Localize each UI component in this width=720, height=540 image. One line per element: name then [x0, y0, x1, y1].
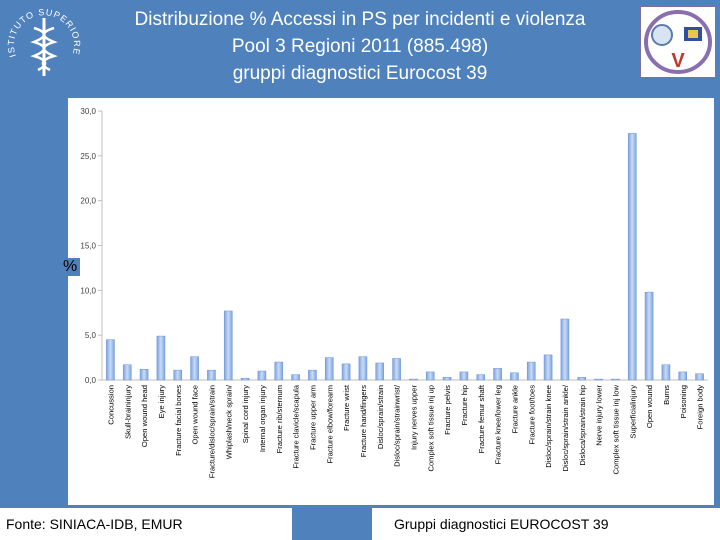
iss-logo: ISTITUTO SUPERIORE DI SANITÀ	[4, 4, 81, 76]
category-label: Fracture elbow/forearm	[325, 385, 334, 464]
category-label: Injury nerves upper	[409, 385, 418, 450]
category-label: Fracture hand/fingers	[359, 385, 368, 457]
category-label: Fracture pelvis	[443, 385, 452, 435]
y-tick-label: 5,0	[85, 331, 97, 340]
slide-title: Distribuzione % Accessi in PS per incide…	[90, 6, 630, 87]
bar	[425, 371, 435, 381]
category-label: Disloca/sprain/strain hip	[578, 385, 587, 466]
bar	[240, 377, 250, 381]
bar	[324, 357, 334, 381]
bar	[308, 369, 317, 381]
title-line-2: Pool 3 Regioni 2011 (885.498)	[231, 36, 489, 57]
bar	[611, 378, 620, 381]
bar	[459, 371, 469, 381]
bar	[476, 374, 486, 381]
bar	[190, 356, 199, 381]
bar	[156, 335, 166, 381]
bar	[409, 378, 418, 381]
source-text: Fonte: SINIACA-IDB, EMUR	[6, 516, 183, 532]
bar	[291, 374, 300, 381]
category-label: Open wound head	[140, 385, 149, 447]
category-label: Superficialinjury	[628, 385, 637, 439]
y-axis-label: %	[60, 258, 81, 276]
category-label: Concussion	[106, 385, 115, 425]
bar	[207, 369, 216, 381]
category-label: Disloc/sprain/strain knee	[544, 385, 553, 468]
bar	[341, 363, 351, 381]
y-tick-label: 0,0	[85, 376, 97, 385]
bar	[644, 291, 654, 381]
y-tick-label: 10,0	[80, 286, 96, 295]
category-label: Open wound face	[191, 385, 200, 445]
bar	[173, 369, 183, 381]
category-label: Burns	[662, 385, 671, 405]
bar	[274, 361, 284, 381]
bar-chart: 0,0 5,0 10,0 15,0 20,0 25,0 30,0 Concussion Skul…	[80, 107, 708, 478]
category-label: Fracture foot/toes	[527, 385, 536, 445]
category-label: Fracture rib/sternum	[275, 385, 284, 453]
category-label: Whiplash/neck sprain/	[224, 384, 233, 459]
y-tick-label: 15,0	[80, 242, 96, 251]
category-label: Complex soft tissue inj low	[611, 384, 620, 474]
bar	[678, 371, 688, 381]
category-label: Skull-braininjury	[123, 385, 132, 439]
bar	[526, 361, 536, 381]
category-label: Fracture knee/lower leg	[494, 385, 503, 464]
category-label: Complex soft tissue inj up	[426, 385, 435, 472]
category-label: Fracture wrist	[342, 384, 351, 431]
category-label: Eye injury	[157, 385, 166, 419]
bar	[375, 362, 385, 381]
category-label: Fracture hip	[460, 385, 469, 426]
category-label: Internal organ injury	[258, 385, 267, 452]
bar	[122, 364, 132, 381]
category-label: Fracture ankle	[510, 385, 519, 434]
category-label: Disloc/sprain/strain	[376, 385, 385, 449]
category-label: Disloc/sprain/strainwrist/	[393, 384, 402, 467]
bar	[510, 372, 519, 381]
y-tick-label: 20,0	[80, 197, 96, 206]
category-label: Foreign body	[696, 385, 705, 430]
bar	[392, 358, 401, 381]
partner-logo-mark: V	[671, 50, 685, 72]
footer-source: Fonte: SINIACA-IDB, EMUR	[0, 508, 292, 540]
title-line-1: Distribuzione % Accessi in PS per incide…	[134, 9, 586, 30]
chart-panel: 0,0 5,0 10,0 15,0 20,0 25,0 30,0 Concussion Skul…	[68, 98, 714, 505]
category-label: Fracture facial bones	[174, 385, 183, 456]
bar	[257, 370, 267, 381]
category-label: Disloc/sprain/strain ankle/	[561, 384, 570, 471]
bar	[442, 377, 452, 381]
category-label: Fracture clavicle/scapula	[292, 384, 301, 468]
category-label: Nerve injury lower	[595, 385, 604, 446]
bar	[594, 378, 603, 381]
bar	[695, 373, 704, 381]
partner-logo: V	[640, 6, 716, 78]
bar	[493, 368, 502, 381]
footer-note: Gruppi diagnostici EUROCOST 39	[372, 508, 720, 540]
category-label: Fracture/disloc/sprain/strain	[207, 385, 216, 478]
bar	[577, 377, 587, 381]
bar	[139, 368, 149, 381]
category-label: Poisoning	[679, 385, 688, 418]
bar	[106, 339, 115, 381]
title-line-3: gruppi diagnostici Eurocost 39	[232, 63, 488, 84]
category-label: Fracture upper arm	[308, 385, 317, 450]
bar	[358, 356, 368, 381]
category-label: Fracture femur shaft	[477, 384, 486, 453]
bar	[661, 364, 671, 381]
y-tick-label: 30,0	[80, 107, 96, 116]
note-text: Gruppi diagnostici EUROCOST 39	[394, 516, 609, 532]
bar	[560, 318, 570, 381]
category-label: Open wound	[645, 385, 654, 428]
bar	[627, 133, 637, 381]
bar	[543, 354, 553, 381]
y-tick-label: 25,0	[80, 152, 96, 161]
bar	[223, 310, 233, 381]
category-label: Spinal cord injury	[241, 385, 250, 443]
